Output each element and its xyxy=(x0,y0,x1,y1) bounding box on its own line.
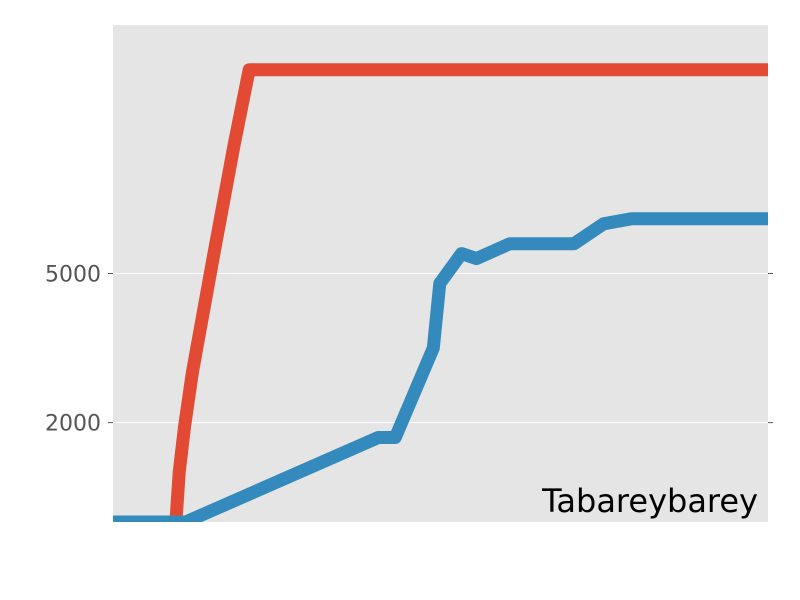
chart-annotation: Tabareybarey xyxy=(541,482,758,520)
y-tick-label-5000: 5000 xyxy=(45,263,101,288)
y-tick-label-2000: 2000 xyxy=(45,412,101,437)
series-group xyxy=(113,63,768,522)
y-axis: 2000 5000 xyxy=(45,263,773,437)
series-line-1 xyxy=(113,63,768,522)
series-line-2 xyxy=(113,212,768,522)
